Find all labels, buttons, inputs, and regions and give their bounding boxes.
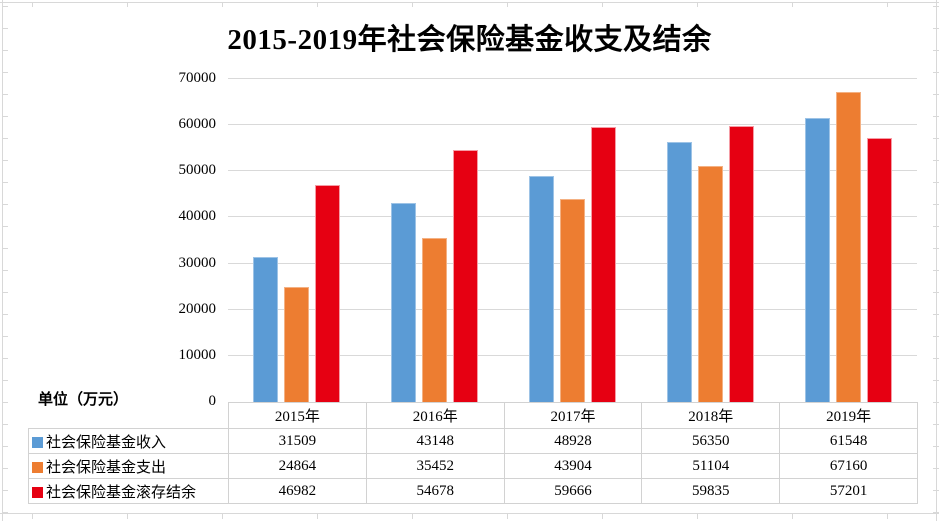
sheet-row-ticks-left	[2, 6, 8, 518]
bar-社会保险基金滚存结余-2018年	[728, 126, 754, 402]
category-label: 2018年	[641, 402, 781, 429]
bar-社会保险基金滚存结余-2017年	[591, 127, 616, 402]
sheet-column-ticks-bottom	[32, 513, 932, 519]
sheet-column-ticks-top	[32, 2, 932, 7]
bar-社会保险基金收入-2019年	[804, 118, 830, 402]
y-axis-tick-label: 20000	[178, 300, 217, 317]
series-legend-cell: 社会保险基金滚存结余	[28, 478, 229, 504]
category-label: 2017年	[503, 402, 643, 429]
value-cell: 43904	[503, 453, 643, 479]
series-legend-cell: 社会保险基金支出	[28, 453, 229, 479]
bar-社会保险基金收入-2018年	[666, 142, 692, 402]
value-cell: 35452	[365, 453, 505, 479]
value-cell: 61548	[779, 428, 918, 454]
series-name: 社会保险基金收入	[46, 434, 167, 451]
bar-社会保险基金支出-2017年	[560, 199, 585, 402]
y-axis-tick-label: 70000	[178, 70, 217, 86]
y-axis-tick-label: 30000	[178, 254, 217, 271]
y-axis-tick-label: 40000	[178, 208, 217, 225]
bar-社会保险基金滚存结余-2015年	[315, 185, 341, 402]
y-gridline	[228, 78, 917, 79]
y-axis-tick-label: 50000	[178, 162, 217, 179]
value-cell: 67160	[779, 453, 918, 479]
y-axis-tick-label: 60000	[178, 116, 217, 133]
table-row-categories: 2015年 2016年 2017年 2018年 2019年	[28, 402, 918, 429]
value-cell: 59835	[641, 478, 781, 504]
y-gridline	[228, 124, 917, 126]
y-axis-tick-label: 0	[208, 393, 217, 409]
category-label: 2015年	[228, 402, 367, 429]
value-cell: 57201	[779, 478, 918, 504]
table-row-社会保险基金滚存结余: 社会保险基金滚存结余 46982 54678 59666 59835 57201	[28, 478, 918, 504]
bar-社会保险基金收入-2016年	[391, 203, 417, 402]
table-row-社会保险基金收入: 社会保险基金收入 31509 43148 48928 56350 61548	[28, 428, 918, 454]
value-cell: 48928	[503, 428, 643, 454]
bar-社会保险基金滚存结余-2016年	[453, 150, 479, 402]
legend-swatch-icon	[32, 436, 43, 448]
bar-社会保险基金收入-2015年	[253, 257, 279, 402]
series-name: 社会保险基金滚存结余	[46, 484, 197, 501]
series-legend-cell: 社会保险基金收入	[28, 428, 229, 454]
sheet-row-ticks-right	[933, 6, 939, 518]
y-gridline	[228, 170, 917, 172]
value-cell: 56350	[641, 428, 781, 454]
series-name: 社会保险基金支出	[46, 459, 167, 476]
chart-title: 2015-2019年社会保险基金收支及结余	[227, 24, 712, 56]
value-cell: 46982	[228, 478, 367, 504]
bar-社会保险基金支出-2019年	[835, 92, 861, 402]
bar-社会保险基金支出-2016年	[422, 238, 448, 402]
y-axis-tick-label: 10000	[178, 346, 217, 363]
value-cell: 31509	[228, 428, 367, 454]
bar-社会保险基金收入-2017年	[529, 176, 554, 402]
category-label: 2019年	[779, 402, 918, 429]
table-row-社会保险基金支出: 社会保险基金支出 24864 35452 43904 51104 67160	[28, 453, 918, 479]
bar-社会保险基金支出-2018年	[697, 166, 723, 402]
legend-swatch-icon	[32, 486, 43, 498]
value-cell: 59666	[503, 478, 643, 504]
value-cell: 54678	[365, 478, 505, 504]
bar-社会保险基金支出-2015年	[284, 287, 310, 402]
legend-swatch-icon	[32, 461, 43, 473]
chart-data-table: 2015年 2016年 2017年 2018年 2019年 社会保险基金收入 31509 43…	[28, 402, 918, 504]
table-blank-cell	[28, 402, 229, 429]
value-cell: 24864	[228, 453, 367, 479]
value-cell: 51104	[641, 453, 781, 479]
category-label: 2016年	[365, 402, 505, 429]
value-cell: 43148	[365, 428, 505, 454]
bar-社会保险基金滚存结余-2019年	[866, 138, 892, 402]
